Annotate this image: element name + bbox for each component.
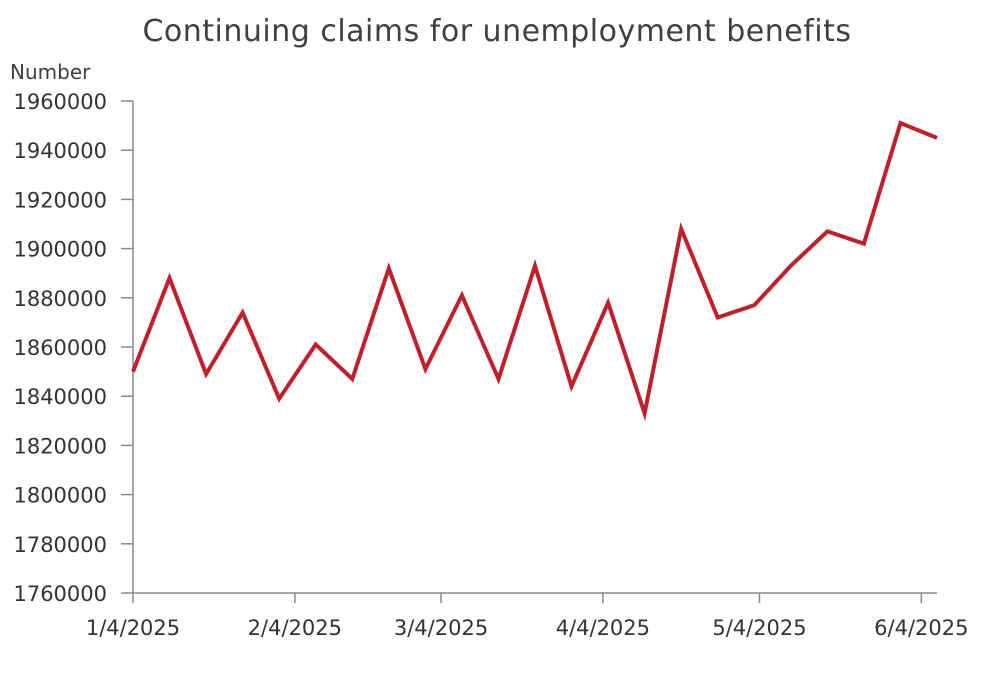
y-tick-label: 1920000 — [13, 188, 107, 212]
data-point — [862, 242, 866, 246]
y-tick-label: 1860000 — [13, 336, 107, 360]
y-tick-label: 1900000 — [13, 238, 107, 262]
data-point — [679, 227, 683, 231]
data-point — [643, 411, 647, 415]
series-line — [131, 120, 938, 422]
data-point — [204, 372, 208, 376]
x-tick-label: 5/4/2025 — [712, 616, 806, 640]
data-point — [168, 276, 172, 280]
chart-title: Continuing claims for unemployment benef… — [142, 14, 852, 49]
data-point — [935, 136, 939, 140]
x-tick-label: 6/4/2025 — [874, 616, 968, 640]
x-tick-label: 2/4/2025 — [248, 616, 342, 640]
data-point — [570, 384, 574, 388]
data-point — [752, 303, 756, 307]
y-tick-label: 1780000 — [13, 533, 107, 557]
data-point — [314, 343, 318, 347]
data-point — [423, 367, 427, 371]
data-point — [277, 397, 281, 401]
y-tick-label: 1800000 — [13, 484, 107, 508]
y-tick-label: 1820000 — [13, 434, 107, 458]
data-point — [497, 377, 501, 381]
x-tick-label: 1/4/2025 — [86, 616, 180, 640]
data-point — [350, 377, 354, 381]
y-tick-label: 1880000 — [13, 287, 107, 311]
data-point — [789, 264, 793, 268]
x-tick-label: 4/4/2025 — [556, 616, 650, 640]
data-point — [387, 266, 391, 270]
data-point — [606, 301, 610, 305]
data-point — [241, 311, 245, 315]
data-point — [825, 229, 829, 233]
data-point — [533, 264, 537, 268]
data-point — [460, 293, 464, 297]
data-point — [131, 370, 135, 374]
x-tick-label: 3/4/2025 — [394, 616, 488, 640]
y-axis-label: Number — [10, 60, 91, 84]
data-point — [716, 316, 720, 320]
y-tick-label: 1960000 — [13, 90, 107, 114]
y-tick-label: 1760000 — [13, 582, 107, 606]
y-tick-label: 1840000 — [13, 385, 107, 409]
y-tick-label: 1940000 — [13, 139, 107, 163]
data-point — [899, 121, 903, 125]
